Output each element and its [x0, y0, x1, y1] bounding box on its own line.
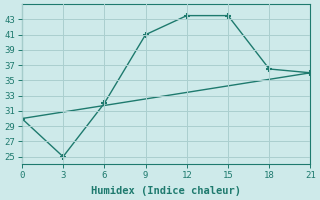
X-axis label: Humidex (Indice chaleur): Humidex (Indice chaleur) — [91, 186, 241, 196]
